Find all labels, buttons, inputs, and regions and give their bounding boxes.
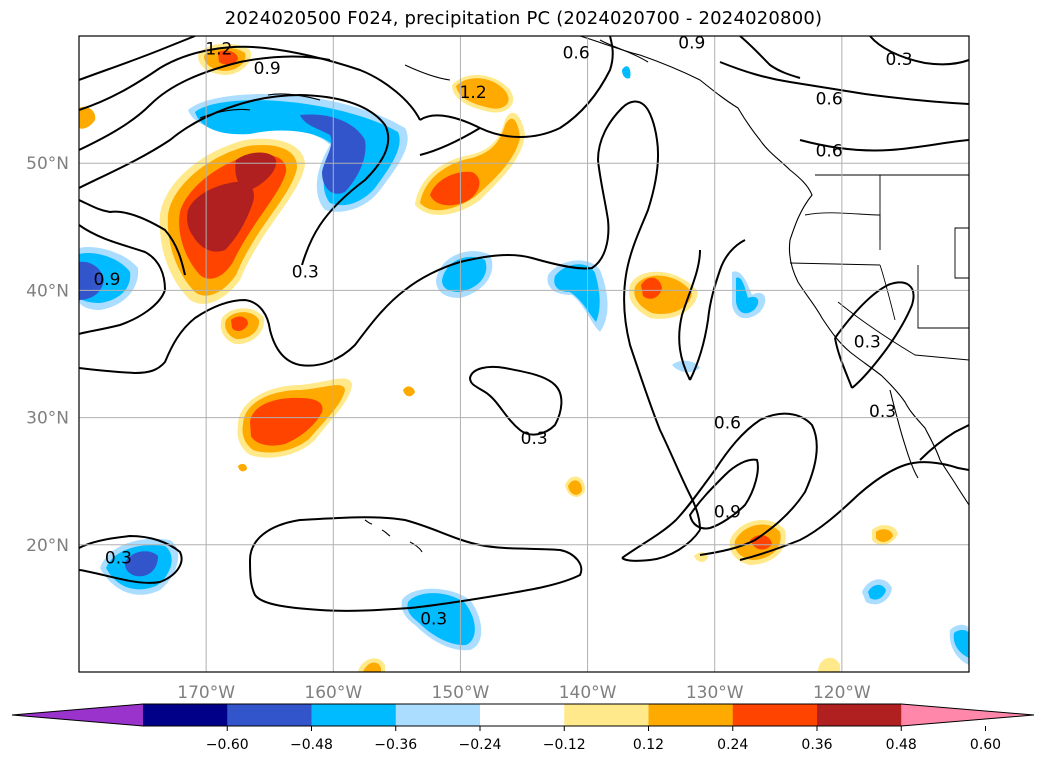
ocean-background (79, 36, 969, 672)
colorbar-segment (311, 704, 397, 726)
colorbar-segment (480, 704, 565, 726)
colorbar-segment (395, 704, 481, 726)
contour-label: 0.9 (254, 59, 281, 79)
contour-label: 0.9 (714, 503, 741, 523)
latitude-tick-label: 50°N (26, 154, 69, 174)
contour-label: 0.9 (93, 270, 120, 290)
colorbar-segment (817, 704, 902, 726)
positive-anomaly-region (641, 277, 662, 299)
negative-anomaly-region (442, 256, 487, 292)
positive-anomaly-region (238, 463, 247, 472)
colorbar-tick-label: 0.24 (717, 737, 748, 753)
positive-anomaly-region (235, 152, 277, 190)
colorbar-tick-label: −0.60 (206, 737, 249, 753)
colorbar-extend-high (901, 704, 1034, 726)
negative-anomaly-region (736, 277, 759, 314)
colorbar-tick-label: 0.12 (633, 737, 664, 753)
colorbar-segment (143, 704, 228, 726)
colorbar-segment (227, 704, 312, 726)
contour-label: 0.3 (105, 549, 132, 569)
contour-label: 0.3 (420, 610, 447, 630)
positive-anomaly-region (231, 316, 248, 332)
colorbar-segment (648, 704, 734, 726)
longitude-tick-label: 170°W (177, 683, 235, 703)
positive-anomaly-region (79, 106, 96, 129)
positive-anomaly-region (218, 50, 238, 65)
positive-anomaly-region (876, 529, 893, 542)
colorbar-tick-label: −0.48 (290, 737, 333, 753)
contour-label: 0.3 (292, 262, 319, 282)
colorbar-tick-label: 0.60 (970, 737, 1001, 753)
colorbar-segment (732, 704, 818, 726)
negative-anomaly-region (672, 360, 700, 373)
contour-label: 0.9 (678, 33, 705, 53)
colorbar-segment (564, 704, 649, 726)
positive-anomaly-region (568, 480, 582, 495)
longitude-tick-label: 120°W (813, 683, 871, 703)
colorbar-tick-label: −0.24 (459, 737, 502, 753)
longitude-tick-label: 140°W (559, 683, 617, 703)
colorbar-extend-low (12, 704, 143, 726)
negative-anomaly-region (622, 66, 631, 79)
contour-label: 1.2 (205, 40, 232, 60)
longitude-labels: 170°W 160°W 150°W 140°W 130°W 120°W (177, 683, 871, 703)
contour-labels: 1.2 0.9 1.2 0.6 0.9 0.3 0.6 0.6 0.3 0.9 0.3 0.3 0.3 0… (93, 33, 913, 630)
contour-label: 0.3 (869, 402, 896, 422)
colorbar: −0.60 −0.48 −0.36 −0.24 −0.12 0.12 0.24 0.36 0.4… (11, 703, 1035, 753)
latitude-tick-label: 20°N (26, 536, 69, 556)
contour-label: 0.6 (816, 141, 843, 161)
positive-anomaly-region (818, 657, 840, 672)
latitude-tick-label: 40°N (26, 281, 69, 301)
latitude-labels: 20°N 30°N 40°N 50°N (26, 154, 69, 556)
contour-label: 0.6 (714, 414, 741, 434)
contour-lines (79, 36, 969, 612)
negative-anomaly-region (554, 264, 600, 322)
longitude-tick-label: 160°W (304, 683, 362, 703)
colorbar-outline (11, 703, 1035, 727)
positive-anomaly-region (250, 397, 323, 446)
chart-title: 2024020500 F024, precipitation PC (20240… (224, 8, 823, 29)
longitude-tick-label: 130°W (686, 683, 744, 703)
map-area (79, 36, 969, 672)
contour-label: 0.3 (886, 50, 913, 70)
negative-anomaly-region (300, 114, 366, 194)
positive-anomaly-region (187, 181, 255, 252)
precip-anomaly-fills (79, 43, 969, 672)
negative-anomaly-region (868, 584, 886, 600)
contour-label: 0.6 (563, 44, 590, 64)
contour-label: 0.3 (854, 332, 881, 352)
colorbar-tick-label: −0.36 (374, 737, 417, 753)
gridlines (79, 36, 969, 672)
map-frame (78, 35, 970, 673)
positive-anomaly-region (363, 662, 381, 672)
contour-label: 1.2 (460, 83, 487, 103)
positive-anomaly-region (430, 171, 480, 206)
positive-anomaly-region (403, 386, 415, 397)
colorbar-tick-label: 0.48 (886, 737, 917, 753)
contour-label: 0.6 (816, 89, 843, 109)
contour-label: 0.3 (521, 429, 548, 449)
colorbar-tick-label: −0.12 (543, 737, 586, 753)
negative-anomaly-region (124, 551, 158, 577)
negative-anomaly-region (953, 630, 969, 658)
longitude-tick-label: 150°W (432, 683, 490, 703)
colorbar-tick-label: 0.36 (801, 737, 832, 753)
latitude-tick-label: 30°N (26, 409, 69, 429)
positive-anomaly-region (456, 78, 509, 109)
